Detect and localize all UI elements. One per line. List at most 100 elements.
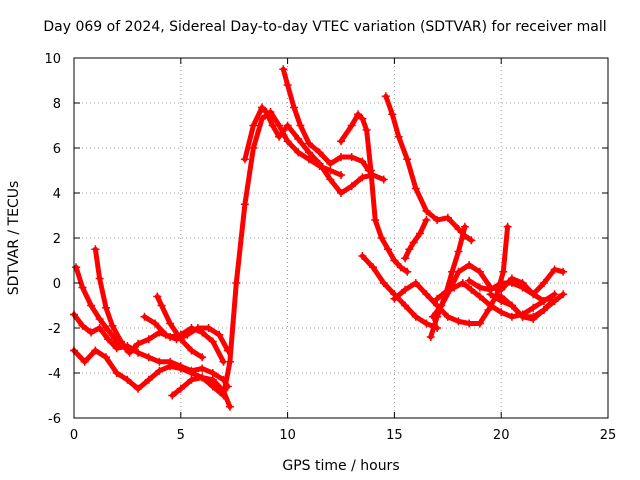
data-point xyxy=(294,135,303,143)
series-line xyxy=(242,105,387,196)
data-point xyxy=(176,362,185,371)
data-point xyxy=(283,137,292,146)
data-point xyxy=(354,110,363,119)
data-point xyxy=(193,324,202,332)
data-point xyxy=(112,369,121,377)
data-point xyxy=(279,65,288,74)
data-point xyxy=(95,274,104,283)
data-point xyxy=(529,303,538,312)
data-point xyxy=(78,283,87,292)
data-point xyxy=(326,166,335,175)
data-point xyxy=(208,382,217,391)
data-point xyxy=(198,364,207,373)
data-point xyxy=(467,236,476,245)
data-point xyxy=(157,301,166,310)
data-point xyxy=(465,261,474,269)
data-point xyxy=(225,402,234,411)
series-track-7 xyxy=(168,373,234,411)
data-point xyxy=(422,216,431,224)
data-point xyxy=(337,171,345,179)
data-point xyxy=(91,346,100,355)
y-tick-label: 6 xyxy=(53,142,61,157)
series-line xyxy=(466,267,566,297)
data-point xyxy=(257,103,266,112)
data-point xyxy=(362,126,371,134)
data-point xyxy=(390,256,399,265)
series-track-21 xyxy=(497,292,557,323)
data-point xyxy=(454,247,463,256)
data-point xyxy=(347,121,356,130)
data-point xyxy=(358,157,367,166)
data-point xyxy=(161,330,170,339)
data-point xyxy=(550,265,559,274)
x-tick-label: 10 xyxy=(279,428,296,443)
data-point xyxy=(240,155,249,164)
series-track-12 xyxy=(358,252,442,332)
x-tick-label: 0 xyxy=(70,428,78,443)
series-line xyxy=(338,111,410,275)
series-track-2 xyxy=(70,310,232,391)
data-point xyxy=(411,184,420,193)
data-point xyxy=(465,276,474,285)
series-track-10 xyxy=(337,110,412,276)
data-point xyxy=(486,285,495,294)
data-point xyxy=(187,375,196,384)
data-point xyxy=(358,173,367,182)
data-point xyxy=(403,267,412,276)
data-point xyxy=(240,200,249,209)
data-point xyxy=(134,348,143,357)
grid-lines xyxy=(74,58,608,418)
data-point xyxy=(422,290,431,299)
series-track-6 xyxy=(153,292,207,362)
data-point xyxy=(539,279,548,287)
data-point xyxy=(102,303,111,312)
data-point xyxy=(441,288,450,296)
data-point xyxy=(409,238,418,247)
data-point xyxy=(475,292,484,301)
data-point xyxy=(168,391,177,400)
data-point xyxy=(433,216,442,224)
series-track-5 xyxy=(140,312,232,355)
data-point xyxy=(497,279,506,287)
data-point xyxy=(176,384,185,393)
series-track-8 xyxy=(240,103,388,197)
data-point xyxy=(475,283,484,292)
data-point xyxy=(518,312,527,321)
data-point xyxy=(467,285,476,294)
data-point xyxy=(381,92,390,101)
data-point xyxy=(296,121,305,130)
data-point xyxy=(78,321,87,330)
data-point xyxy=(275,132,284,141)
series-line xyxy=(498,294,555,322)
data-point xyxy=(223,382,232,391)
data-point xyxy=(304,148,313,157)
data-point xyxy=(326,159,335,168)
data-point xyxy=(208,369,217,377)
series-track-11 xyxy=(381,92,476,245)
data-point xyxy=(223,346,232,355)
x-axis-label: GPS time / hours xyxy=(282,458,399,474)
data-point xyxy=(326,175,335,184)
x-tick-label: 5 xyxy=(177,428,185,443)
y-tick-label: 8 xyxy=(53,97,61,112)
y-axis-label: SDTVAR / TECUs xyxy=(6,181,22,296)
data-point xyxy=(104,335,113,344)
data-point xyxy=(388,110,397,119)
data-point xyxy=(422,319,431,328)
data-point xyxy=(183,330,192,339)
y-tick-label: 0 xyxy=(53,277,61,292)
series-line xyxy=(71,109,344,398)
data-point xyxy=(337,137,345,146)
data-point xyxy=(283,81,292,89)
data-point xyxy=(219,357,228,366)
data-point xyxy=(379,279,388,287)
data-point xyxy=(144,353,153,362)
data-point xyxy=(104,326,113,335)
data-point xyxy=(155,366,164,375)
series-line xyxy=(383,93,474,243)
axis-ticks: 0 5 10 15 20 25 -6 -4 -2 0 2 4 6 8 10 xyxy=(44,52,616,443)
data-point xyxy=(358,252,367,260)
data-point xyxy=(401,285,410,294)
data-point xyxy=(539,306,548,314)
data-point xyxy=(249,144,258,152)
